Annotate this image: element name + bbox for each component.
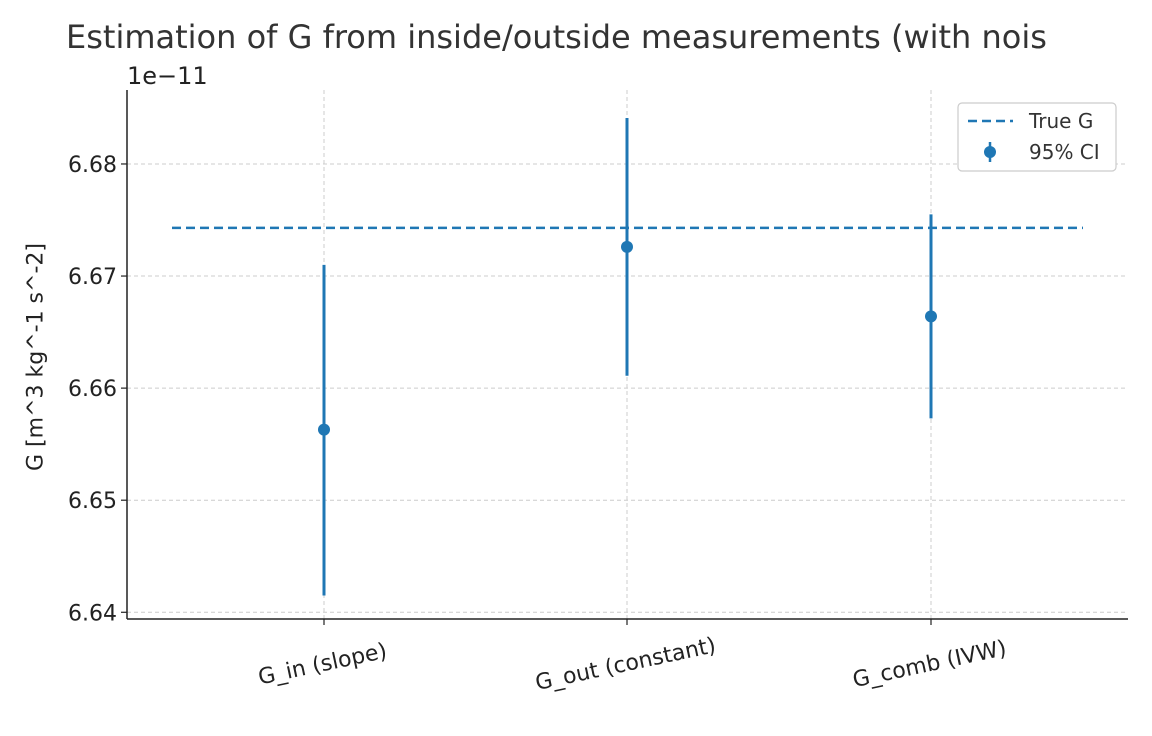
x-tick-label: G_in (slope) xyxy=(256,639,389,691)
y-offset-label: 1e−11 xyxy=(127,62,208,90)
y-tick-label: 6.68 xyxy=(68,153,117,178)
axes xyxy=(121,90,1128,625)
y-tick-label: 6.67 xyxy=(68,265,117,290)
data-marks xyxy=(318,118,937,596)
chart-title: Estimation of G from inside/outside meas… xyxy=(66,18,1047,56)
data-point xyxy=(318,423,330,436)
legend-point-swatch xyxy=(984,146,996,158)
data-point xyxy=(621,240,633,253)
data-point xyxy=(925,310,937,323)
legend-ci-label: 95% CI xyxy=(1029,140,1100,164)
legend-true-g-label: True G xyxy=(1028,109,1093,133)
y-tick-label: 6.66 xyxy=(68,377,117,402)
legend: True G 95% CI xyxy=(957,102,1117,172)
x-tick-label: G_comb (IVW) xyxy=(851,636,1009,693)
y-tick-label: 6.65 xyxy=(68,489,117,514)
y-tick-label: 6.64 xyxy=(68,601,117,626)
tick-labels: 6.64 6.65 6.66 6.67 6.68 G_in (slope) G_out (c… xyxy=(68,153,1009,696)
x-tick-label: G_out (constant) xyxy=(533,633,718,696)
